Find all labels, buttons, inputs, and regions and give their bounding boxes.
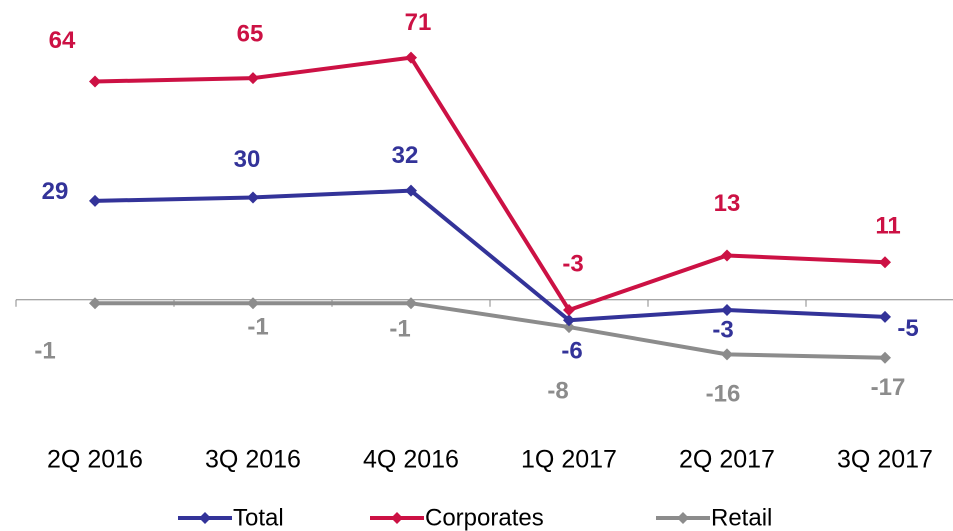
- marker: [405, 297, 417, 310]
- legend-marker: [199, 512, 211, 524]
- data-label: -3: [562, 250, 583, 277]
- data-label: -5: [897, 315, 918, 342]
- marker: [89, 297, 101, 310]
- data-label: -6: [561, 338, 582, 365]
- data-label: -16: [706, 381, 741, 408]
- x-tick-label: 3Q 2016: [205, 446, 301, 474]
- legend-marker: [391, 512, 403, 524]
- data-label: -1: [34, 338, 55, 365]
- x-tick-label: 2Q 2017: [679, 446, 775, 474]
- data-label: -3: [712, 316, 733, 343]
- data-label: 71: [405, 9, 432, 36]
- marker: [247, 72, 259, 85]
- marker: [721, 348, 733, 361]
- legend-marker: [677, 512, 689, 524]
- series-line: [95, 301, 886, 360]
- marker: [247, 297, 259, 310]
- series-line: [94, 55, 886, 313]
- data-label: 11: [875, 213, 900, 240]
- marker: [89, 75, 101, 88]
- marker: [405, 51, 417, 64]
- marker: [563, 321, 575, 334]
- data-label: -1: [247, 314, 268, 341]
- data-label: -17: [871, 374, 906, 401]
- series-line: [94, 188, 886, 323]
- data-label: 32: [392, 142, 419, 169]
- legend-label: Total: [233, 504, 284, 531]
- x-tick-label: 2Q 2016: [47, 446, 143, 474]
- legend-label: Corporates: [425, 504, 544, 531]
- x-tick-label: 4Q 2016: [363, 446, 459, 474]
- data-label: 29: [42, 178, 69, 205]
- marker: [247, 191, 259, 204]
- data-label: -1: [389, 316, 410, 343]
- marker: [879, 310, 891, 323]
- data-label: 65: [237, 20, 264, 47]
- marker: [405, 184, 417, 197]
- data-label: 13: [714, 190, 741, 217]
- data-label: 30: [234, 146, 261, 173]
- marker: [879, 351, 891, 364]
- x-tick-label: 3Q 2017: [837, 446, 933, 474]
- data-label: 64: [49, 27, 76, 54]
- marker: [89, 194, 101, 207]
- marker: [879, 256, 891, 269]
- legend-label: Retail: [711, 504, 772, 531]
- x-tick-label: 1Q 2017: [521, 446, 617, 474]
- marker: [721, 249, 733, 262]
- marker: [721, 304, 733, 317]
- marker: [563, 304, 575, 317]
- data-label: -8: [547, 377, 568, 404]
- marker: [563, 314, 575, 327]
